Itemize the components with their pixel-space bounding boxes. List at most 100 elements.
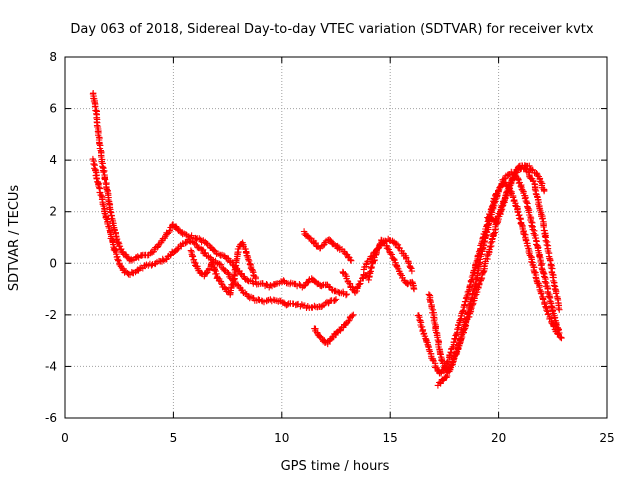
data-point — [365, 276, 372, 284]
data-point — [551, 282, 558, 289]
data-point — [480, 263, 488, 270]
data-point — [354, 284, 361, 291]
data-point — [494, 191, 501, 199]
data-point — [482, 234, 489, 241]
data-point — [487, 239, 494, 247]
data-point — [214, 274, 221, 282]
data-point — [433, 329, 440, 336]
y-tick-label: -2 — [45, 308, 57, 322]
data-point — [100, 169, 107, 176]
data-point — [541, 300, 548, 307]
data-point — [480, 268, 487, 276]
data-point — [92, 107, 99, 114]
data-points — [89, 90, 565, 389]
data-point — [388, 251, 395, 258]
data-point — [332, 296, 340, 303]
data-point — [255, 296, 262, 303]
data-point — [349, 312, 356, 320]
data-point — [312, 239, 319, 247]
y-tick-label: -4 — [45, 359, 57, 373]
series-branch-a — [89, 90, 351, 299]
series-branch-c — [187, 239, 259, 298]
data-point — [451, 355, 458, 362]
data-point — [187, 247, 195, 254]
y-tick-label: 6 — [49, 102, 57, 116]
y-axis-label: SDTVAR / TECUs — [7, 185, 22, 292]
data-point — [491, 199, 498, 206]
data-point — [216, 260, 223, 268]
y-tick-label: 0 — [49, 256, 57, 270]
data-point — [540, 270, 547, 277]
data-point — [363, 272, 370, 279]
data-point — [558, 334, 565, 342]
data-point — [93, 175, 100, 182]
y-tick-label: 4 — [49, 153, 57, 167]
data-point — [482, 232, 490, 240]
data-point — [453, 330, 460, 337]
data-point — [230, 280, 237, 287]
data-point — [501, 175, 508, 182]
data-point — [553, 321, 560, 329]
data-point — [196, 235, 203, 242]
data-point — [438, 357, 445, 364]
data-point — [296, 281, 303, 288]
y-tick-label: -6 — [45, 411, 57, 425]
data-point — [517, 183, 524, 190]
data-point — [528, 222, 535, 229]
data-point — [539, 215, 546, 222]
data-point — [202, 249, 209, 256]
data-point — [536, 286, 543, 293]
data-point — [211, 267, 218, 274]
series-branch-b — [89, 155, 340, 311]
data-point — [190, 258, 198, 266]
data-point — [239, 286, 246, 294]
data-point — [397, 270, 404, 278]
data-point — [467, 306, 474, 313]
data-point — [522, 165, 529, 172]
data-point — [541, 233, 549, 240]
data-point — [217, 261, 225, 268]
x-tick-label: 25 — [599, 431, 614, 445]
data-point — [423, 338, 430, 345]
data-point — [490, 230, 497, 237]
data-point — [552, 290, 560, 297]
axis-ticks: 0 5 10 15 20 25 -6 -4 -2 0 2 4 6 8 — [45, 50, 615, 445]
data-point — [218, 279, 225, 287]
data-point — [514, 209, 522, 216]
data-point — [541, 273, 548, 280]
data-point — [209, 261, 216, 268]
data-point — [547, 257, 554, 264]
data-point — [443, 374, 450, 381]
data-point — [193, 235, 200, 243]
data-point — [540, 187, 548, 195]
data-point — [526, 162, 533, 169]
data-point — [166, 227, 173, 234]
y-tick-label: 8 — [49, 50, 57, 64]
data-point — [461, 298, 469, 305]
data-point — [368, 263, 375, 271]
data-point — [543, 241, 550, 249]
data-point — [337, 327, 344, 334]
data-point — [504, 186, 511, 194]
data-point — [541, 278, 549, 285]
plot-frame — [64, 56, 608, 419]
data-point — [478, 251, 485, 258]
data-point — [98, 196, 106, 203]
data-point — [233, 257, 240, 264]
data-point — [547, 264, 555, 272]
data-point — [182, 239, 189, 247]
data-point — [427, 299, 434, 306]
data-point — [450, 339, 458, 346]
data-point — [384, 244, 391, 252]
data-point — [114, 256, 121, 263]
data-point — [152, 260, 159, 267]
data-point — [356, 281, 363, 288]
series-branch-e — [311, 311, 357, 348]
data-point — [461, 301, 468, 308]
data-point — [252, 275, 259, 282]
data-point — [543, 307, 550, 314]
data-point — [101, 176, 109, 183]
x-tick-label: 15 — [383, 431, 398, 445]
data-point — [523, 237, 530, 244]
